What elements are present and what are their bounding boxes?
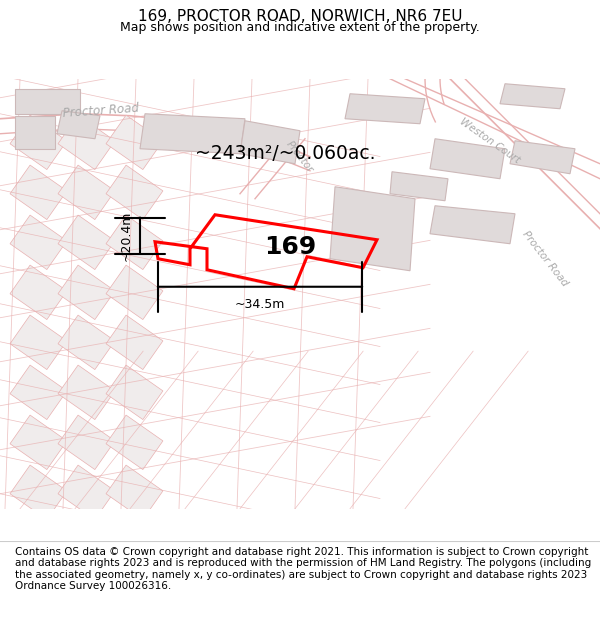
- Polygon shape: [140, 114, 245, 154]
- Polygon shape: [57, 111, 100, 139]
- Polygon shape: [58, 415, 115, 469]
- Text: Contains OS data © Crown copyright and database right 2021. This information is : Contains OS data © Crown copyright and d…: [15, 546, 591, 591]
- Polygon shape: [106, 315, 163, 369]
- Polygon shape: [10, 465, 67, 519]
- Polygon shape: [58, 465, 115, 519]
- Text: Proctor Road: Proctor Road: [62, 102, 139, 120]
- Polygon shape: [15, 116, 55, 149]
- Polygon shape: [58, 315, 115, 369]
- Polygon shape: [430, 206, 515, 244]
- Text: Weston Court: Weston Court: [458, 116, 522, 165]
- Polygon shape: [345, 94, 425, 124]
- Polygon shape: [106, 465, 163, 519]
- Polygon shape: [106, 265, 163, 319]
- Text: Proctor: Proctor: [284, 139, 316, 174]
- Text: ~20.4m: ~20.4m: [120, 211, 133, 261]
- Polygon shape: [58, 215, 115, 269]
- Polygon shape: [15, 89, 80, 114]
- Polygon shape: [10, 265, 67, 319]
- Polygon shape: [240, 121, 300, 164]
- Polygon shape: [430, 139, 505, 179]
- Text: Map shows position and indicative extent of the property.: Map shows position and indicative extent…: [120, 21, 480, 34]
- Polygon shape: [58, 115, 115, 169]
- Polygon shape: [10, 215, 67, 269]
- Polygon shape: [10, 365, 67, 419]
- Polygon shape: [10, 165, 67, 219]
- Polygon shape: [106, 165, 163, 219]
- Text: ~243m²/~0.060ac.: ~243m²/~0.060ac.: [195, 144, 376, 163]
- Polygon shape: [106, 415, 163, 469]
- Polygon shape: [10, 415, 67, 469]
- Polygon shape: [10, 115, 67, 169]
- Polygon shape: [106, 365, 163, 419]
- Polygon shape: [500, 84, 565, 109]
- Text: ~34.5m: ~34.5m: [235, 298, 285, 311]
- Text: Proctor Road: Proctor Road: [520, 229, 569, 288]
- Polygon shape: [58, 265, 115, 319]
- Polygon shape: [58, 365, 115, 419]
- Polygon shape: [10, 315, 67, 369]
- Polygon shape: [390, 172, 448, 201]
- Text: 169, PROCTOR ROAD, NORWICH, NR6 7EU: 169, PROCTOR ROAD, NORWICH, NR6 7EU: [138, 9, 462, 24]
- Polygon shape: [330, 187, 415, 271]
- Polygon shape: [106, 115, 163, 169]
- Polygon shape: [58, 165, 115, 219]
- Text: 169: 169: [264, 235, 316, 259]
- Polygon shape: [510, 141, 575, 174]
- Polygon shape: [106, 215, 163, 269]
